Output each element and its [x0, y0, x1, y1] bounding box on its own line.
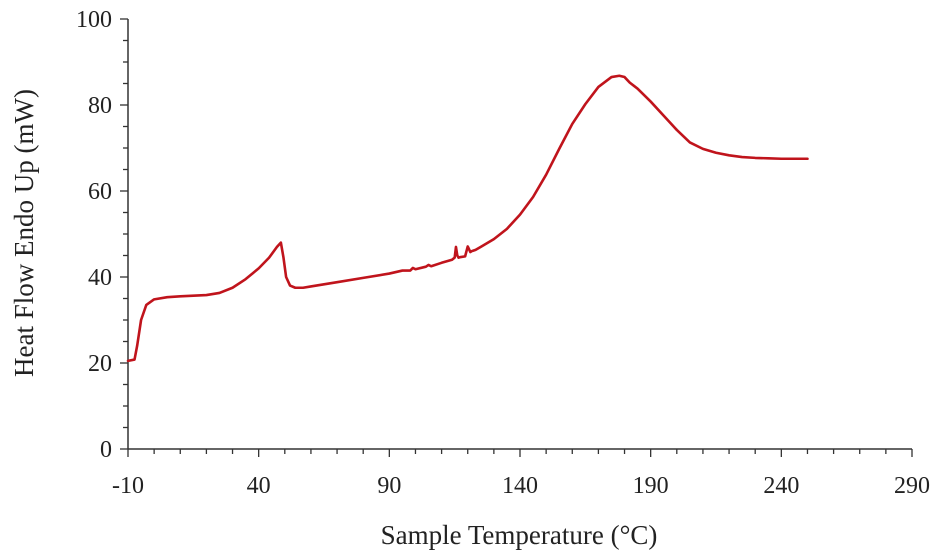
y-tick-label: 100	[76, 7, 112, 33]
x-tick-label: 290	[894, 473, 930, 499]
y-tick-label: 40	[88, 265, 112, 291]
x-tick-label: 190	[633, 473, 669, 499]
x-tick-label: 40	[247, 473, 271, 499]
x-tick-label: 240	[763, 473, 799, 499]
tick-labels: 0 20 40 60 80 100 -10 40 90 140 190 240 290	[76, 7, 930, 499]
y-tick-label: 0	[100, 437, 112, 463]
series-layer	[126, 74, 809, 363]
x-tick-label: -10	[112, 473, 144, 499]
y-tick-label: 20	[88, 351, 112, 377]
ticks	[120, 18, 913, 457]
y-axis-title: Heat Flow Endo Up (mW)	[9, 89, 39, 377]
axes	[127, 19, 912, 450]
y-tick-label: 60	[88, 179, 112, 205]
series-line-0	[126, 74, 809, 363]
y-tick-label: 80	[88, 93, 112, 119]
x-tick-label: 140	[502, 473, 538, 499]
x-tick-label: 90	[377, 473, 401, 499]
x-axis-title: Sample Temperature (°C)	[381, 520, 658, 550]
